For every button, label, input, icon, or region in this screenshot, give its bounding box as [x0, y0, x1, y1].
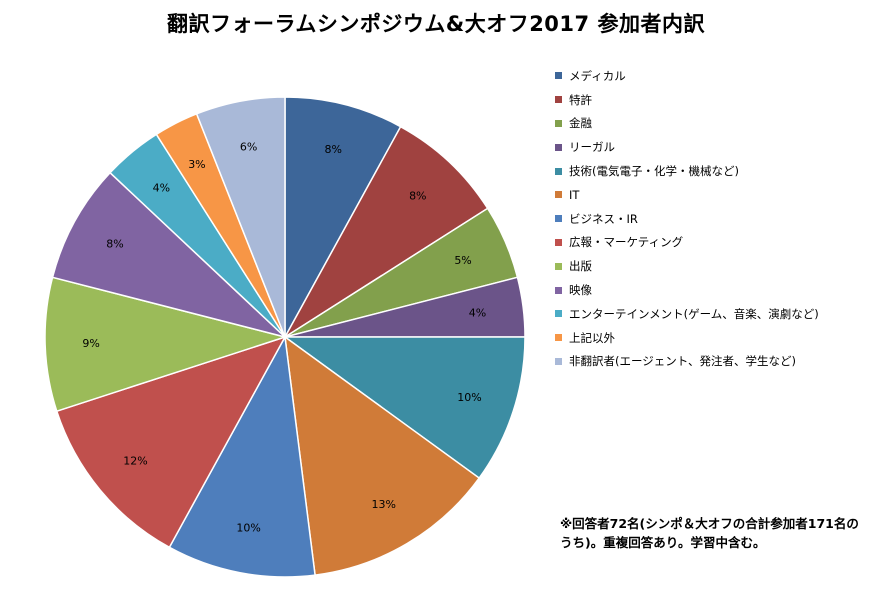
- legend-label: 非翻訳者(エージェント、発注者、学生など): [569, 354, 797, 369]
- legend-item: 技術(電気電子・化学・機械など): [555, 159, 819, 183]
- legend-item: 上記以外: [555, 326, 819, 350]
- legend-label: 特許: [569, 92, 592, 107]
- chart-legend: メディカル特許金融リーガル技術(電気電子・化学・機械など) IT ビジネス・IR 広報…: [555, 64, 819, 373]
- pie-slice: [168, 334, 316, 578]
- pie-chart: 8% 8% 5% 4% 10% 13% 10% 12% 9% 8% 4% 3% 6%: [44, 96, 526, 578]
- slice-label: 13%: [372, 498, 396, 511]
- legend-label: メディカル: [569, 68, 626, 83]
- slice-label: 4%: [153, 182, 170, 195]
- legend-swatch: [555, 357, 562, 365]
- legend-label: 出版: [569, 259, 592, 274]
- pie-slice: [51, 171, 286, 338]
- legend-label: 金融: [569, 116, 592, 131]
- legend-swatch: [555, 72, 562, 80]
- pie-slice: [284, 96, 402, 338]
- pie-slice: [195, 96, 286, 338]
- legend-item: メディカル: [555, 64, 819, 88]
- legend-item: IT: [555, 183, 819, 207]
- legend-item: 金融: [555, 112, 819, 136]
- legend-swatch: [555, 96, 562, 104]
- legend-label: 技術(電気電子・化学・機械など): [569, 164, 739, 179]
- legend-label: ビジネス・IR: [569, 211, 638, 226]
- legend-swatch: [555, 334, 562, 342]
- legend-item: 広報・マーケティング: [555, 231, 819, 255]
- legend-label: リーガル: [569, 140, 615, 155]
- slice-label: 3%: [188, 158, 205, 171]
- legend-item: 出版: [555, 254, 819, 278]
- slice-label: 6%: [240, 140, 257, 153]
- slice-label: 10%: [457, 391, 481, 404]
- slice-label: 8%: [409, 190, 426, 203]
- legend-label: 映像: [569, 283, 592, 298]
- slice-label: 12%: [123, 455, 147, 468]
- legend-label: 上記以外: [569, 330, 615, 345]
- legend-swatch: [555, 143, 562, 151]
- legend-swatch: [555, 286, 562, 294]
- chart-title: 翻訳フォーラムシンポジウム&大オフ2017 参加者内訳: [167, 12, 705, 36]
- legend-swatch: [555, 119, 562, 127]
- legend-item: ビジネス・IR: [555, 207, 819, 231]
- pie-slice: [284, 125, 489, 338]
- legend-item: 特許: [555, 88, 819, 112]
- legend-item: 映像: [555, 278, 819, 302]
- legend-swatch: [555, 167, 562, 175]
- legend-item: エンターテインメント(ゲーム、音楽、演劇など): [555, 302, 819, 326]
- slice-label: 8%: [106, 238, 123, 251]
- slice-label: 8%: [325, 143, 342, 156]
- legend-label: IT: [569, 187, 580, 202]
- slice-label: 10%: [236, 522, 260, 535]
- slice-label: 4%: [469, 307, 486, 320]
- legend-item: リーガル: [555, 135, 819, 159]
- legend-swatch: [555, 238, 562, 246]
- footnote: ※回答者72名(シンポ＆大オフの合計参加者171名のうち)。重複回答あり。学習中…: [560, 516, 859, 550]
- legend-swatch: [555, 310, 562, 318]
- legend-item: 非翻訳者(エージェント、発注者、学生など): [555, 350, 819, 374]
- pie-slice: [55, 335, 287, 549]
- legend-label: エンターテインメント(ゲーム、音楽、演劇など): [569, 306, 819, 321]
- slice-label: 9%: [82, 337, 99, 350]
- legend-swatch: [555, 262, 562, 270]
- legend-swatch: [555, 215, 562, 223]
- pie-slice: [284, 335, 481, 576]
- pie-slice: [44, 276, 288, 413]
- slice-label: 5%: [454, 254, 471, 267]
- legend-label: 広報・マーケティング: [569, 235, 684, 250]
- legend-swatch: [555, 191, 562, 199]
- pie-slice: [282, 336, 526, 480]
